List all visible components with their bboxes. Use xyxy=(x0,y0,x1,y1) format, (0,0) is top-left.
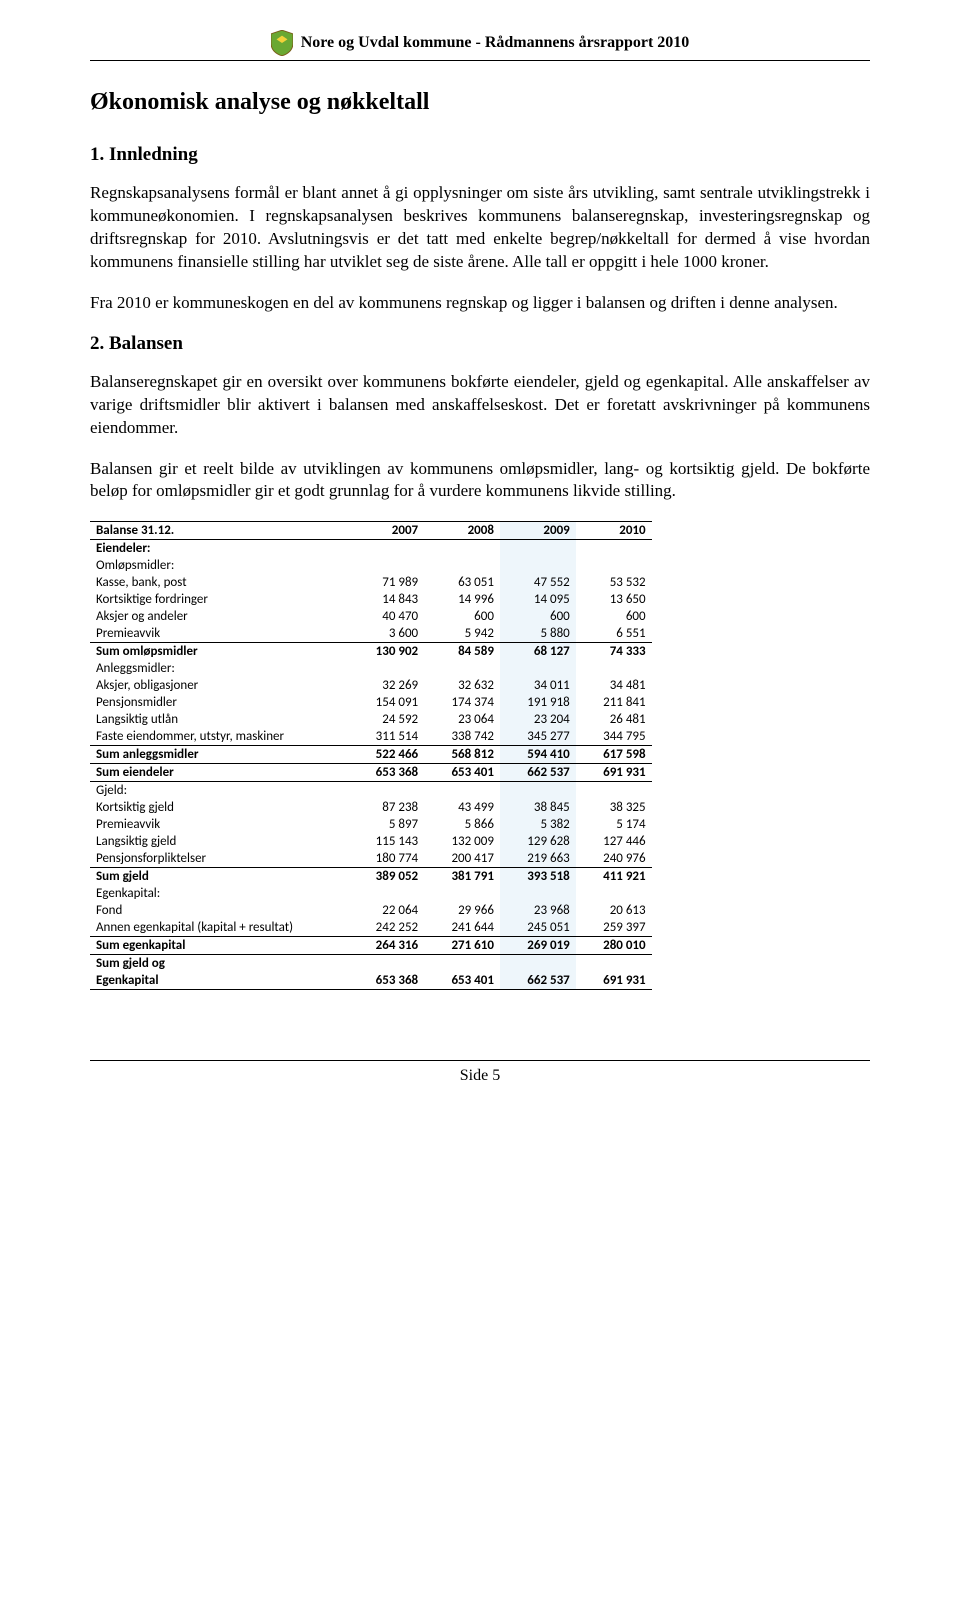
col-label: Balanse 31.12. xyxy=(90,522,348,540)
col-2007: 2007 xyxy=(348,522,424,540)
table-row: Kortsiktig gjeld87 23843 49938 84538 325 xyxy=(90,799,652,816)
page-header: Nore og Uvdal kommune - Rådmannens årsra… xyxy=(90,30,870,61)
table-row: Aksjer, obligasjoner32 26932 63234 01134… xyxy=(90,677,652,694)
section-1-p2: Fra 2010 er kommuneskogen en del av komm… xyxy=(90,292,870,315)
table-row: Premieavvik3 6005 9425 8806 551 xyxy=(90,625,652,643)
sum-omlop-row: Sum omløpsmidler130 90284 58968 12774 33… xyxy=(90,643,652,661)
sum-total-label-row: Sum gjeld og xyxy=(90,955,652,973)
table-row: Annen egenkapital (kapital + resultat)24… xyxy=(90,919,652,937)
omlopsmidler-label-row: Omløpsmidler: xyxy=(90,557,652,574)
col-2009: 2009 xyxy=(500,522,576,540)
col-2008: 2008 xyxy=(424,522,500,540)
balance-table: Balanse 31.12. 2007 2008 2009 2010 Eiend… xyxy=(90,521,652,990)
table-row: Fond22 06429 96623 96820 613 xyxy=(90,902,652,919)
table-row: Kortsiktige fordringer14 84314 99614 095… xyxy=(90,591,652,608)
section-1-heading: 1. Innledning xyxy=(90,144,870,166)
table-row: Langsiktig utlån24 59223 06423 20426 481 xyxy=(90,711,652,728)
section-1-p1: Regnskapsanalysens formål er blant annet… xyxy=(90,182,870,274)
sum-eiendeler-row: Sum eiendeler653 368653 401662 537691 93… xyxy=(90,764,652,782)
section-2-heading: 2. Balansen xyxy=(90,333,870,355)
page-footer: Side 5 xyxy=(90,1060,870,1085)
sum-total-row: Egenkapital653 368653 401662 537691 931 xyxy=(90,972,652,990)
table-row: Aksjer og andeler40 470600600600 xyxy=(90,608,652,625)
sum-ek-row: Sum egenkapital264 316271 610269 019280 … xyxy=(90,937,652,955)
table-row: Premieavvik5 8975 8665 3825 174 xyxy=(90,816,652,833)
anlegg-label-row: Anleggsmidler: xyxy=(90,660,652,677)
table-row: Faste eiendommer, utstyr, maskiner311 51… xyxy=(90,728,652,746)
eiendeler-label-row: Eiendeler: xyxy=(90,540,652,558)
table-row: Pensjonsforpliktelser180 774200 417219 6… xyxy=(90,850,652,868)
table-row: Pensjonsmidler154 091174 374191 918211 8… xyxy=(90,694,652,711)
table-row: Langsiktig gjeld115 143132 009129 628127… xyxy=(90,833,652,850)
section-2-p1: Balanseregnskapet gir en oversikt over k… xyxy=(90,371,870,440)
section-2-p2: Balansen gir et reelt bilde av utvikling… xyxy=(90,458,870,504)
sum-gjeld-row: Sum gjeld389 052381 791393 518411 921 xyxy=(90,868,652,886)
ek-label-row: Egenkapital: xyxy=(90,885,652,902)
header-title: Nore og Uvdal kommune - Rådmannens årsra… xyxy=(301,34,690,52)
col-2010: 2010 xyxy=(576,522,652,540)
table-row: Kasse, bank, post71 98963 05147 55253 53… xyxy=(90,574,652,591)
table-header-row: Balanse 31.12. 2007 2008 2009 2010 xyxy=(90,522,652,540)
sum-anlegg-row: Sum anleggsmidler522 466568 812594 41061… xyxy=(90,746,652,764)
gjeld-label-row: Gjeld: xyxy=(90,782,652,800)
shield-icon xyxy=(271,30,293,56)
page-title: Økonomisk analyse og nøkkeltall xyxy=(90,89,870,116)
